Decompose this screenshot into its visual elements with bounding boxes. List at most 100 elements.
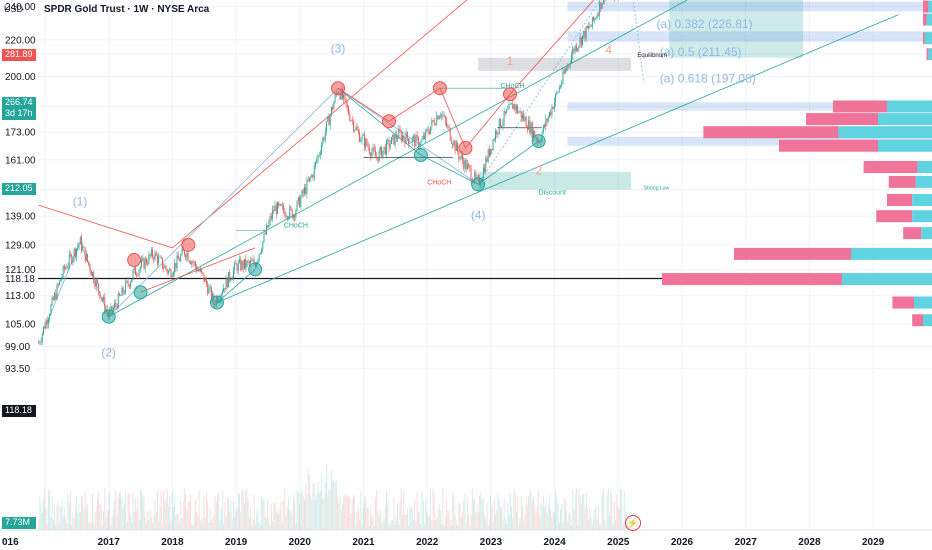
profile-bar-buy — [912, 193, 932, 206]
volume-bar — [355, 525, 357, 530]
profile-bar-sell — [923, 13, 927, 26]
volume-bar — [537, 489, 539, 530]
candle-body — [519, 111, 521, 113]
volume-bar — [571, 525, 572, 530]
candle-body — [40, 341, 42, 343]
candle-body — [137, 275, 139, 276]
candle-body — [202, 272, 204, 274]
volume-bar — [251, 524, 253, 530]
volume-bar — [122, 508, 124, 530]
volume-bar — [556, 495, 558, 530]
profile-bar-sell — [923, 32, 925, 45]
candle-body — [577, 48, 579, 51]
volume-bar — [545, 500, 547, 530]
volume-bar — [424, 524, 425, 530]
candle-body — [188, 260, 190, 262]
candle-body — [328, 116, 330, 126]
volume-bar — [296, 489, 298, 530]
volume-bar — [170, 521, 172, 530]
profile-bar-buy — [878, 139, 932, 152]
candle-body — [316, 160, 318, 162]
volume-bar — [246, 489, 248, 530]
volume-bar — [337, 496, 338, 530]
candle-body — [313, 165, 315, 178]
volume-bar — [415, 521, 417, 530]
profile-bar-buy — [923, 314, 932, 327]
candle-body — [553, 101, 555, 109]
volume-bar — [375, 497, 376, 530]
candle-body — [558, 87, 560, 93]
volume-bar — [497, 494, 499, 530]
candle-body — [46, 320, 48, 325]
volume-bar — [44, 489, 46, 530]
candle-body — [243, 258, 245, 269]
volume-bar — [133, 511, 135, 530]
candle-body — [84, 247, 86, 261]
volume-bar — [378, 516, 380, 530]
candle-body — [492, 139, 494, 151]
volume-bar — [217, 494, 218, 530]
candle-body — [326, 121, 327, 132]
volume-bar — [315, 500, 316, 530]
volume-bar — [370, 506, 372, 530]
volume-bar — [330, 470, 332, 530]
candle-body — [562, 71, 564, 83]
candle-body — [136, 275, 138, 276]
x-tick-label: 2024 — [543, 537, 566, 548]
candle-body — [144, 258, 146, 269]
candle-body — [66, 267, 68, 269]
structure-line — [388, 87, 441, 122]
candle-body — [341, 89, 343, 99]
candle-body — [546, 118, 548, 122]
candle-body — [555, 93, 557, 102]
flash-icon[interactable]: ⚡ — [625, 515, 641, 531]
volume-bar — [621, 489, 623, 530]
volume-bar — [502, 520, 504, 530]
volume-bar — [542, 496, 544, 530]
candle-body — [599, 1, 601, 16]
volume-bar — [486, 503, 488, 530]
volume-bar — [145, 522, 147, 530]
volume-bar — [495, 514, 497, 530]
volume-bar — [89, 522, 91, 530]
candle-body — [125, 281, 127, 294]
candle-body — [258, 253, 260, 260]
candle-body — [484, 167, 485, 172]
volume-bar — [488, 519, 490, 530]
candle-body — [462, 154, 463, 161]
candle-body — [564, 69, 566, 74]
candle-body — [149, 254, 151, 256]
volume-badge: 7.73M — [2, 517, 36, 529]
price-badge-top: 281.89 — [2, 49, 36, 61]
x-tick-label: 2020 — [289, 537, 312, 548]
candle-body — [289, 207, 291, 218]
volume-bar — [143, 496, 145, 530]
currency-label: USD — [4, 4, 24, 14]
candle-body — [355, 127, 357, 130]
y-tick-label: 105.00 — [5, 319, 36, 330]
candle-body — [180, 255, 182, 262]
volume-bar — [141, 490, 142, 530]
volume-bar — [441, 523, 443, 530]
trend-line — [38, 204, 173, 249]
candle-body — [397, 138, 399, 140]
volume-bar — [152, 523, 154, 530]
x-tick-label: 2029 — [862, 537, 885, 548]
candle-body — [163, 268, 165, 269]
volume-bar — [188, 502, 190, 530]
volume-bar — [319, 491, 321, 530]
volume-bar — [471, 488, 473, 530]
volume-bar — [182, 502, 184, 530]
volume-bar — [435, 521, 436, 530]
volume-bar — [130, 514, 131, 530]
candle-body — [174, 262, 176, 273]
volume-bar — [611, 495, 613, 530]
volume-bar — [463, 500, 465, 530]
candle-body — [78, 243, 80, 247]
candle-body — [264, 233, 266, 235]
volume-bar — [213, 514, 215, 530]
candle-body — [190, 261, 191, 265]
candle-body — [292, 214, 294, 219]
